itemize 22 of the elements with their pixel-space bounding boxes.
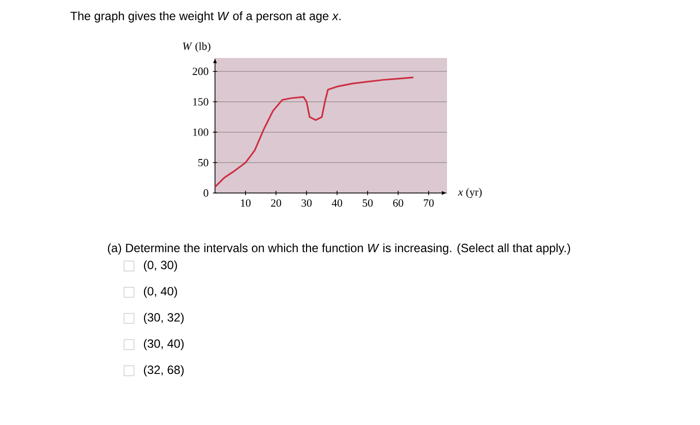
x-tick-label: 30 — [302, 199, 312, 207]
y-axis-title: W (lb) — [183, 42, 210, 52]
x-tick-label: 20 — [271, 199, 282, 207]
y-tick-label: 0 — [204, 189, 208, 197]
x-tick-label: 40 — [332, 199, 342, 207]
text: (32, 68) — [144, 365, 184, 376]
x-tick-label: 50 — [362, 199, 373, 207]
text: (a) Determine the intervals on which the function W is increasing. (Select all that apply.) — [108, 243, 570, 255]
x-tick-label: 60 — [393, 199, 404, 207]
text: (30, 40) — [144, 339, 184, 350]
line-series — [214, 76, 414, 188]
text: (0, 30) — [144, 260, 177, 272]
x-tick-label: 70 — [424, 199, 434, 207]
y-tick-label: 150 — [193, 98, 208, 106]
text: (30, 32) — [144, 312, 184, 324]
chart-title: The graph gives the weight W of a person at age x. — [70, 11, 341, 23]
x-tick-label: 10 — [241, 199, 251, 207]
y-tick-label: 100 — [193, 128, 208, 136]
x-axis-title: x (yr) — [458, 188, 482, 198]
y-tick-label: 50 — [198, 158, 208, 166]
y-tick-label: 200 — [192, 68, 208, 76]
text: (0, 40) — [144, 286, 177, 298]
